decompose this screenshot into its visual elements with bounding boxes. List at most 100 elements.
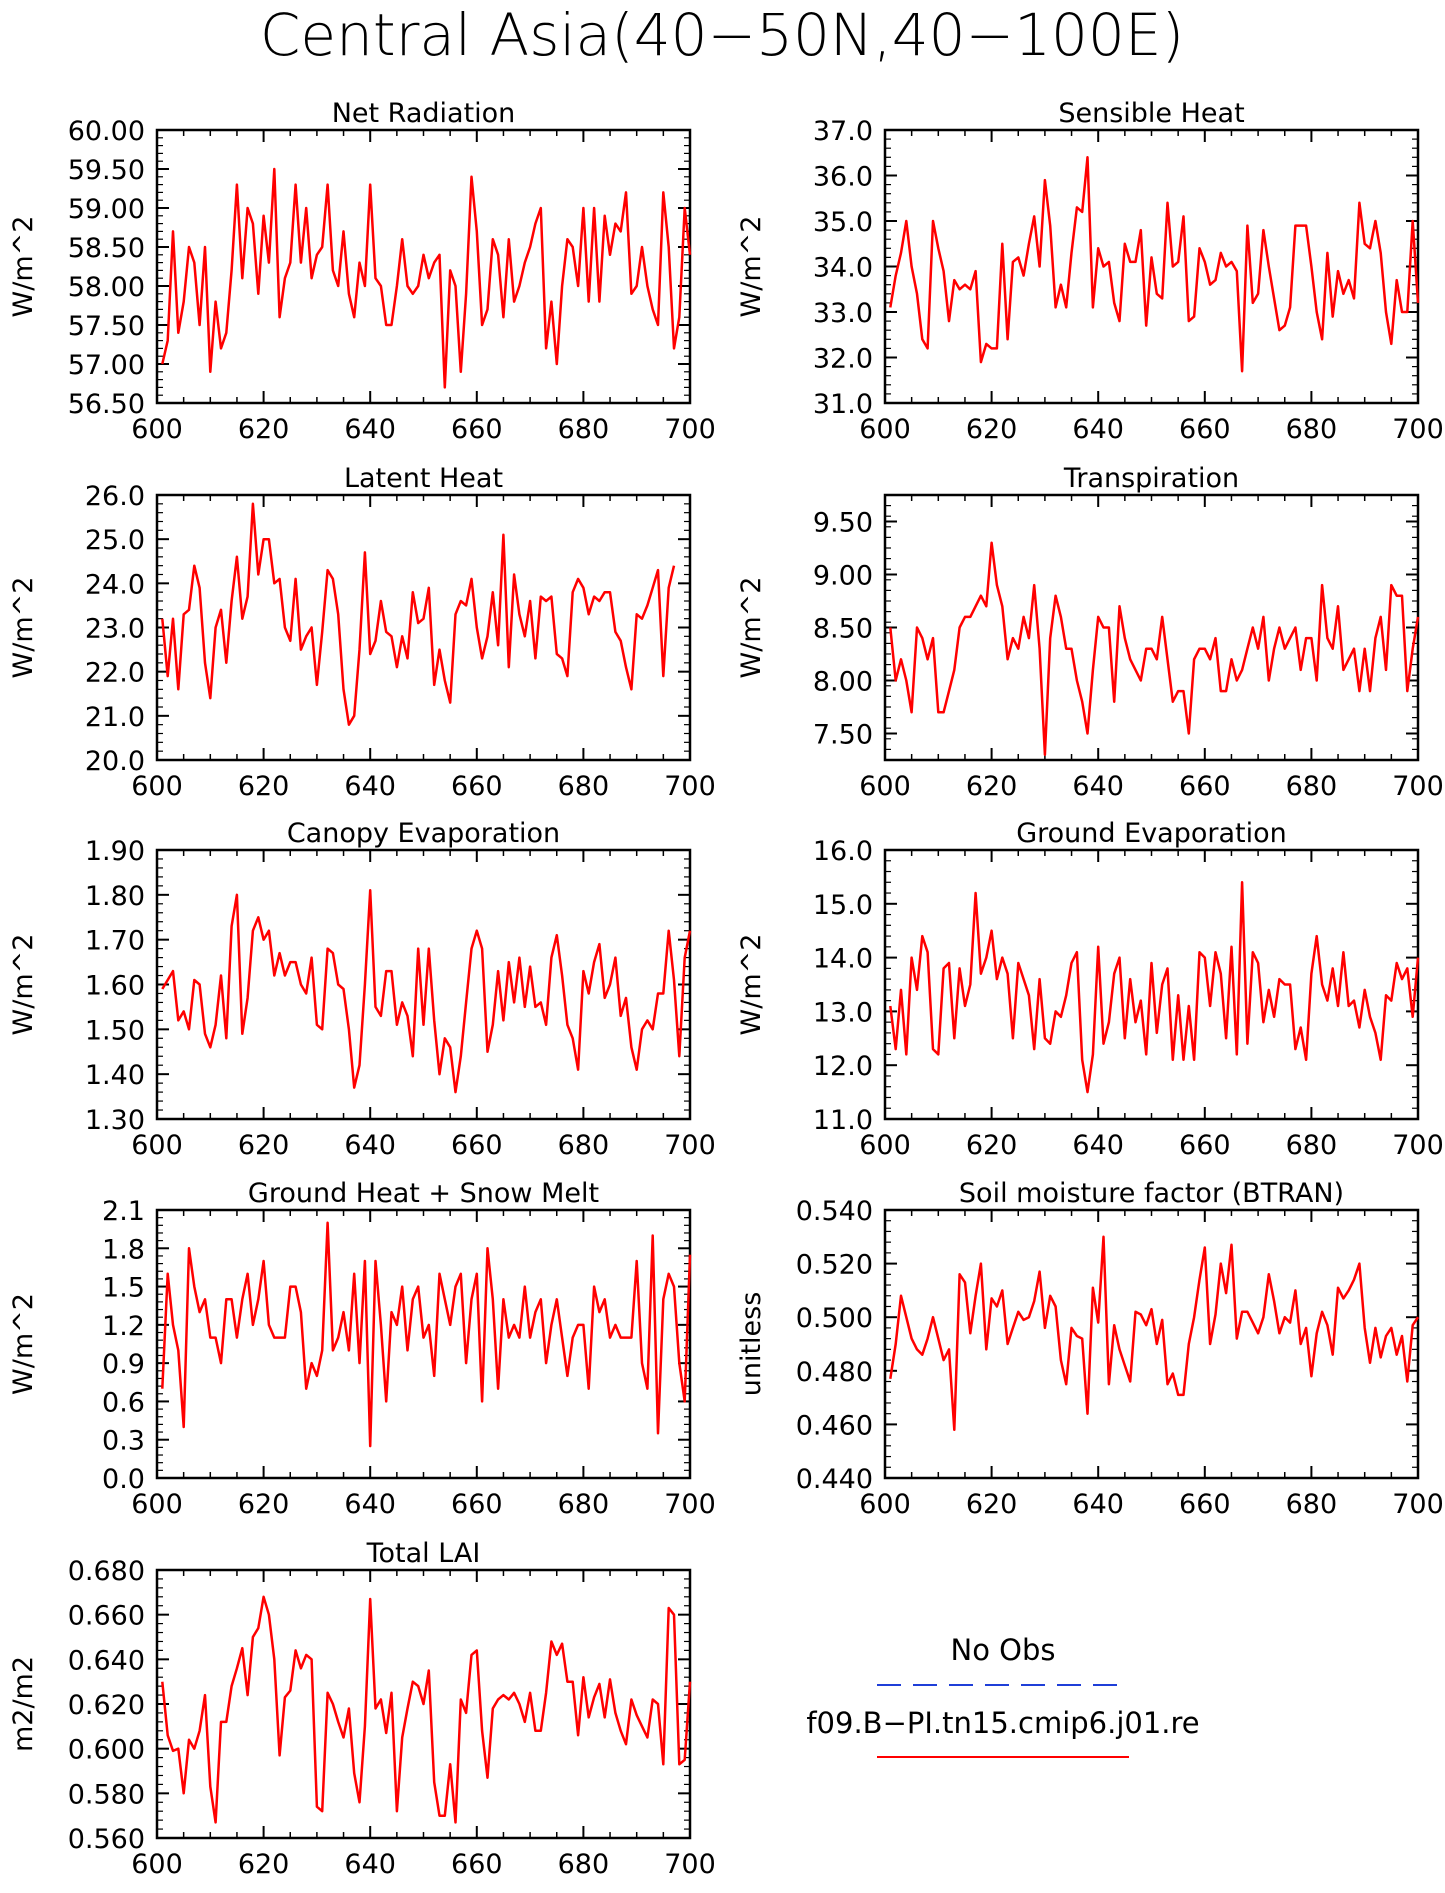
x-tick-label: 700 (1392, 414, 1444, 445)
y-tick-label: 1.8 (102, 1234, 145, 1265)
x-tick-label: 640 (1072, 771, 1124, 802)
panels-group: Net Radiation W/m^2 600 620 640 660 680 700 56.5… (8, 98, 1444, 1880)
panel-title: Total LAI (366, 1538, 481, 1569)
plot-frame (155, 493, 692, 762)
y-tick-label: 1.70 (85, 926, 145, 957)
x-tick-label: 700 (664, 414, 716, 445)
x-tick-label: 600 (131, 1130, 183, 1161)
panel-title: Ground Evaporation (1016, 818, 1287, 849)
x-tick-label: 660 (1179, 771, 1231, 802)
x-tick-label: 700 (664, 1489, 716, 1520)
x-tick-label: 680 (558, 771, 610, 802)
x-tick-label: 680 (1286, 414, 1338, 445)
x-tick-label: 620 (966, 771, 1018, 802)
x-tick-label: 660 (451, 1130, 503, 1161)
panel-1: Net Radiation W/m^2 600 620 640 660 680 700 56.5… (8, 98, 716, 445)
plot-frame (883, 1208, 1420, 1480)
y-tick-label: 1.5 (102, 1273, 145, 1304)
x-tick-label: 640 (344, 414, 396, 445)
x-tick-label: 600 (131, 1849, 183, 1880)
x-tick-label: 680 (1286, 771, 1338, 802)
panel-4: Transpiration W/m^2 600 620 640 660 680 700 7.50… (736, 463, 1444, 802)
series-line (889, 881, 1420, 1094)
panel-8: Soil moisture factor (BTRAN) unitless 600 6… (736, 1178, 1444, 1520)
y-tick-label: 23.0 (85, 614, 145, 645)
x-tick-label: 660 (1179, 1130, 1231, 1161)
x-tick-label: 600 (859, 1130, 911, 1161)
y-tick-label: 15.0 (813, 890, 873, 921)
y-tick-label: 24.0 (85, 569, 145, 600)
x-tick-label: 660 (451, 414, 503, 445)
y-axis-label: W/m^2 (8, 934, 39, 1036)
y-axis-label: W/m^2 (736, 216, 767, 318)
x-tick-label: 600 (859, 1489, 911, 1520)
y-tick-label: 25.0 (85, 525, 145, 556)
legend-label-model: f09.B−PI.tn15.cmip6.j01.re (806, 1706, 1199, 1740)
y-tick-label: 32.0 (813, 344, 873, 375)
y-tick-label: 0.660 (68, 1601, 145, 1632)
x-tick-label: 640 (344, 1130, 396, 1161)
y-axis-label: m2/m2 (8, 1656, 39, 1752)
panel-title: Ground Heat + Snow Melt (248, 1178, 599, 1209)
x-tick-label: 620 (966, 414, 1018, 445)
y-tick-label: 0.3 (102, 1426, 145, 1457)
x-tick-label: 660 (1179, 1489, 1231, 1520)
y-tick-label: 1.2 (102, 1311, 145, 1342)
panel-title: Soil moisture factor (BTRAN) (959, 1178, 1344, 1209)
y-tick-label: 0.0 (102, 1464, 145, 1495)
x-tick-label: 640 (1072, 1489, 1124, 1520)
panel-2: Sensible Heat W/m^2 600 620 640 660 680 700 31.0… (736, 98, 1444, 445)
x-tick-label: 640 (344, 771, 396, 802)
panel-9: Total LAI m2/m2 600 620 640 660 680 700 0.560 0.5… (8, 1538, 716, 1880)
x-tick-label: 620 (966, 1489, 1018, 1520)
y-tick-label: 0.540 (796, 1196, 873, 1227)
panel-title: Transpiration (1063, 463, 1239, 494)
y-tick-label: 0.500 (796, 1303, 873, 1334)
plot-frame (155, 128, 692, 405)
x-tick-label: 640 (1072, 414, 1124, 445)
x-tick-label: 640 (1072, 1130, 1124, 1161)
y-tick-label: 60.00 (68, 116, 145, 147)
y-tick-label: 0.480 (796, 1357, 873, 1388)
y-axis-label: W/m^2 (8, 577, 39, 679)
y-tick-label: 1.80 (85, 881, 145, 912)
y-tick-label: 9.50 (813, 508, 873, 539)
x-tick-label: 620 (238, 414, 290, 445)
panel-title: Sensible Heat (1058, 98, 1244, 129)
x-tick-label: 600 (131, 414, 183, 445)
y-tick-label: 1.30 (85, 1105, 145, 1136)
y-axis-label: W/m^2 (8, 1293, 39, 1395)
x-tick-label: 680 (558, 414, 610, 445)
x-tick-label: 640 (344, 1489, 396, 1520)
y-tick-label: 21.0 (85, 702, 145, 733)
legend-label-obs: No Obs (951, 1633, 1056, 1667)
x-tick-label: 680 (558, 1489, 610, 1520)
plot-frame (155, 1208, 692, 1480)
y-tick-label: 0.640 (68, 1645, 145, 1676)
panel-5: Canopy Evaporation W/m^2 600 620 640 660 680 70… (8, 818, 716, 1161)
panel-title: Canopy Evaporation (287, 818, 560, 849)
x-tick-label: 620 (966, 1130, 1018, 1161)
y-tick-label: 0.520 (796, 1250, 873, 1281)
x-tick-label: 660 (451, 1849, 503, 1880)
x-tick-label: 680 (558, 1130, 610, 1161)
panel-title: Net Radiation (332, 98, 516, 129)
panel-3: Latent Heat W/m^2 600 620 640 660 680 700 20.0 21… (8, 463, 716, 802)
x-tick-label: 700 (1392, 1130, 1444, 1161)
series-line (161, 1221, 692, 1448)
y-tick-label: 14.0 (813, 944, 873, 975)
y-tick-label: 58.50 (68, 233, 145, 264)
y-tick-label: 26.0 (85, 481, 145, 512)
y-tick-label: 31.0 (813, 389, 873, 420)
panel-7: Ground Heat + Snow Melt W/m^2 600 620 640 660… (8, 1178, 716, 1520)
y-tick-label: 37.0 (813, 116, 873, 147)
y-tick-label: 57.50 (68, 311, 145, 342)
x-tick-label: 600 (131, 771, 183, 802)
y-tick-label: 1.40 (85, 1060, 145, 1091)
y-tick-label: 16.0 (813, 836, 873, 867)
series-line (889, 541, 1420, 756)
x-tick-label: 700 (664, 771, 716, 802)
y-tick-label: 59.00 (68, 194, 145, 225)
y-tick-label: 0.600 (68, 1735, 145, 1766)
